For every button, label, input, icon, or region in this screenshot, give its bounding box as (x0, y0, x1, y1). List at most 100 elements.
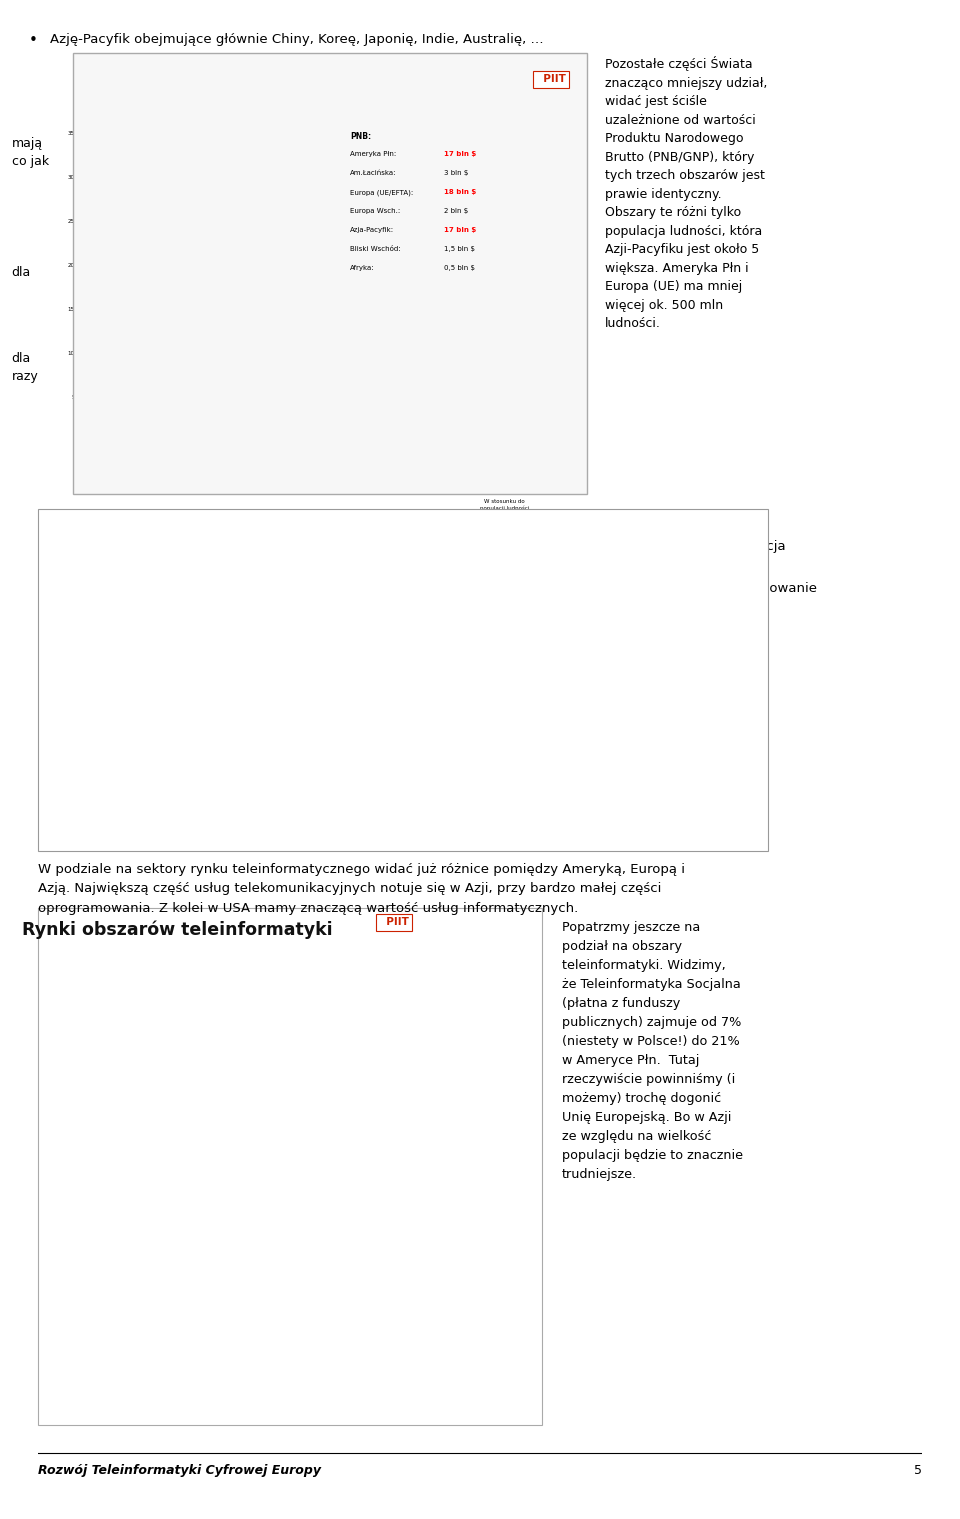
Text: Biznesowe
52%: Biznesowe 52% (343, 1097, 396, 1116)
Text: Mld $: Mld $ (94, 117, 111, 123)
Text: •: • (29, 33, 37, 49)
Bar (239, 155, 262, 441)
Wedge shape (81, 1208, 194, 1293)
Text: Ameryka Płn:: Ameryka Płn: (350, 152, 396, 156)
Polygon shape (490, 785, 573, 791)
Text: Świat w 2010 : 3,8 bln $: Świat w 2010 : 3,8 bln $ (99, 527, 207, 536)
Polygon shape (154, 781, 237, 787)
Text: mają
co jak: mają co jak (12, 137, 49, 167)
Text: Usługowa
25%: Usługowa 25% (115, 1235, 164, 1255)
Text: PIIT: PIIT (536, 74, 565, 85)
Polygon shape (154, 571, 237, 577)
Text: W podziale na sektory rynku teleinformatycznego widać już różnice pomiędzy Amery: W podziale na sektory rynku teleinformat… (38, 863, 685, 914)
Bar (170, 169, 193, 441)
Polygon shape (154, 755, 237, 761)
Polygon shape (490, 579, 573, 583)
Text: PNB:: PNB: (350, 132, 372, 141)
Polygon shape (322, 782, 405, 788)
Title: Europa (UE-EFTA): Europa (UE-EFTA) (99, 936, 222, 949)
Wedge shape (76, 1264, 160, 1366)
Title: Azja-Pacyfik: Azja-Pacyfik (347, 1171, 431, 1185)
Bar (536, 396, 560, 433)
Polygon shape (322, 756, 405, 763)
Text: 17 bln $: 17 bln $ (444, 228, 477, 232)
Bar (449, 216, 473, 433)
Bar (154, 761, 224, 787)
Text: Europa Wsch.:: Europa Wsch.: (350, 208, 400, 214)
Text: Socjalna
14%: Socjalna 14% (88, 1034, 132, 1054)
Text: PIIT: PIIT (379, 917, 409, 928)
Text: Rynki obszarów teleinformatyki: Rynki obszarów teleinformatyki (22, 921, 333, 939)
Text: Rozwój Teleinformatyki Cyfrowej Europy: Rozwój Teleinformatyki Cyfrowej Europy (38, 1464, 322, 1478)
Text: W stosunku do
populacji ludności: W stosunku do populacji ludności (480, 500, 529, 510)
Legend: Komunikacja, Usługi, Oprogramowanie, Sprzęt: Komunikacja, Usługi, Oprogramowanie, Spr… (672, 532, 824, 623)
Bar (274, 421, 297, 441)
Bar (154, 787, 224, 828)
Polygon shape (393, 703, 405, 763)
Polygon shape (490, 744, 573, 750)
Wedge shape (116, 1215, 245, 1378)
Polygon shape (490, 775, 573, 781)
Text: Pozostałe części Świata
znacząco mniejszy udział,
widać jest ściśle
uzależnione : Pozostałe części Świata znacząco mniejsz… (605, 56, 767, 330)
Text: Socjalna
9%: Socjalna 9% (317, 1270, 359, 1290)
Bar (322, 788, 393, 828)
Bar (135, 398, 158, 441)
Text: Azja-Pacyfik:: Azja-Pacyfik: (350, 228, 395, 232)
Title: Światowy rynek teleinformatyczny: Światowy rynek teleinformatyczny (128, 96, 304, 105)
Bar (309, 424, 331, 441)
Polygon shape (393, 782, 405, 828)
Text: Azję-Pacyfik obejmujące głównie Chiny, Koreę, Japonię, Indie, Australię, …: Azję-Pacyfik obejmujące głównie Chiny, K… (50, 33, 543, 47)
Title: Ameryka Płn.: Ameryka Płn. (113, 1171, 207, 1185)
Polygon shape (224, 755, 237, 787)
Wedge shape (76, 1003, 160, 1072)
Wedge shape (316, 1208, 469, 1293)
Polygon shape (561, 785, 573, 828)
Bar (322, 763, 393, 788)
Bar (492, 238, 516, 433)
Polygon shape (322, 606, 405, 612)
Text: 17 bln $: 17 bln $ (444, 152, 477, 156)
Text: 0,5 bln $: 0,5 bln $ (444, 264, 475, 270)
Polygon shape (561, 579, 573, 750)
Bar (322, 709, 393, 763)
Text: Socjalna
21%: Socjalna 21% (89, 1300, 132, 1320)
Bar (490, 583, 561, 750)
Text: Biznesowe
34%: Biznesowe 34% (117, 1097, 171, 1116)
Wedge shape (304, 1022, 469, 1142)
Wedge shape (304, 1268, 473, 1378)
Title: Polska: Polska (366, 936, 412, 949)
Bar (490, 791, 561, 828)
Text: Popatrzmy jeszcze na
podział na obszary
teleinformatyki. Widzimy,
że Teleinforma: Popatrzmy jeszcze na podział na obszary … (562, 921, 743, 1180)
Wedge shape (77, 1057, 218, 1142)
Wedge shape (304, 1250, 389, 1296)
Polygon shape (393, 606, 405, 709)
Wedge shape (334, 972, 473, 1083)
Text: 3 bln $: 3 bln $ (444, 170, 468, 176)
Text: 2 bln $: 2 bln $ (444, 208, 468, 214)
Text: Biznesowe
50%: Biznesowe 50% (180, 1308, 233, 1326)
Text: 18 bln $: 18 bln $ (444, 188, 477, 194)
Text: Usługowa
41%: Usługowa 41% (394, 1004, 443, 1024)
Text: 1,5 bln $: 1,5 bln $ (444, 246, 475, 252)
Bar (204, 407, 228, 441)
Bar (154, 577, 224, 685)
Polygon shape (224, 571, 237, 685)
Bar (490, 750, 561, 781)
Text: Afryka:: Afryka: (350, 264, 375, 270)
Bar (322, 612, 393, 709)
Text: 5: 5 (914, 1464, 922, 1478)
Polygon shape (561, 775, 573, 791)
Text: Usługowe
37%: Usługowe 37% (370, 1230, 420, 1250)
Text: dla: dla (12, 266, 31, 279)
Wedge shape (96, 972, 245, 1120)
Bar (154, 685, 224, 761)
Bar (101, 132, 123, 441)
Text: dla
razy: dla razy (12, 352, 38, 383)
Polygon shape (561, 744, 573, 781)
Polygon shape (224, 681, 237, 761)
Text: Socjalna
7%: Socjalna 7% (325, 1016, 369, 1034)
Text: Biznesowe
54%: Biznesowe 54% (371, 1335, 424, 1353)
Polygon shape (154, 681, 237, 685)
Text: Bliski Wschód:: Bliski Wschód: (350, 246, 401, 252)
Wedge shape (312, 992, 389, 1057)
